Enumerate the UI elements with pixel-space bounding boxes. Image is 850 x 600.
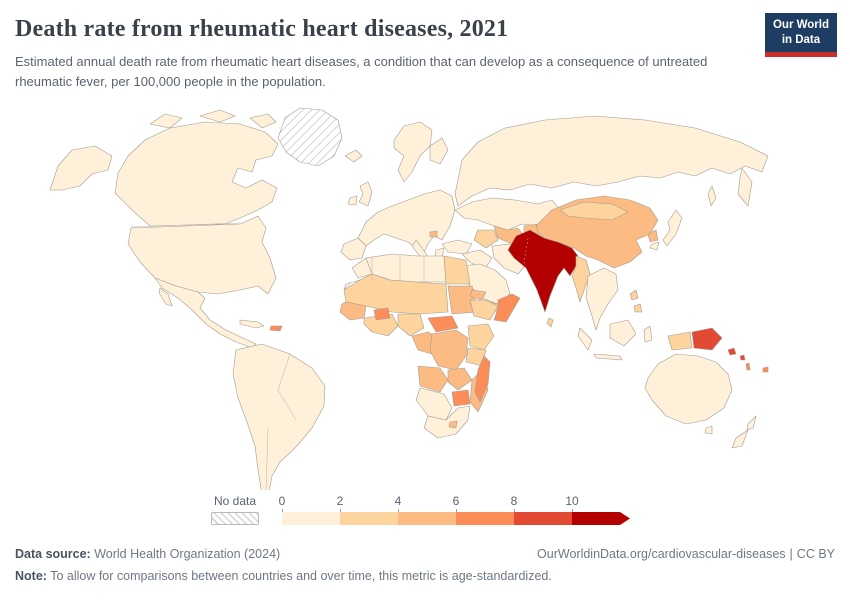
no-data-label: No data — [213, 494, 257, 508]
region-kamchatka[interactable] — [707, 167, 753, 207]
legend-gradient-bar — [282, 512, 630, 525]
region-north-korea[interactable] — [647, 229, 659, 243]
region-egypt[interactable] — [443, 255, 471, 285]
legend-color-scale: 0 2 4 6 8 10 — [278, 494, 642, 528]
footer-note-line: Note: To allow for comparisons between c… — [15, 569, 552, 583]
data-source-text: World Health Organization (2024) — [90, 547, 281, 561]
region-alaska[interactable] — [49, 145, 113, 191]
footer-separator: | — [789, 547, 793, 561]
logo-line2: in Data — [781, 33, 821, 46]
owid-logo[interactable]: Our World in Data — [765, 13, 837, 57]
region-mongolia[interactable] — [559, 201, 629, 221]
logo-line1: Our World — [772, 19, 829, 32]
region-ireland[interactable] — [347, 195, 358, 206]
legend-swatch-10-plus[interactable] — [572, 512, 630, 525]
region-namibia-botswana[interactable] — [415, 387, 453, 421]
region-somalia[interactable] — [493, 293, 521, 323]
footer-source-line: Data source: World Health Organization (… — [15, 547, 835, 561]
region-uganda-kenya[interactable] — [467, 323, 495, 351]
legend-swatch-6-8[interactable] — [456, 512, 514, 525]
region-sri-lanka[interactable] — [546, 317, 554, 328]
region-turkmenistan[interactable] — [473, 229, 499, 249]
region-nigeria[interactable] — [397, 313, 425, 337]
region-haiti[interactable] — [269, 325, 283, 332]
region-uk[interactable] — [358, 181, 373, 207]
world-map-svg — [49, 107, 769, 490]
region-europe-mainland[interactable] — [357, 189, 456, 257]
region-vanuatu[interactable] — [745, 362, 751, 371]
region-sulawesi[interactable] — [643, 325, 653, 343]
region-balkans-spot[interactable] — [429, 230, 438, 238]
region-usa[interactable] — [127, 215, 277, 295]
world-choropleth-map[interactable] — [0, 98, 850, 490]
region-angola[interactable] — [417, 365, 449, 393]
note-text: To allow for comparisons between countri… — [46, 569, 552, 583]
chart-subtitle: Estimated annual death rate from rheumat… — [15, 54, 708, 89]
region-japan[interactable] — [662, 209, 683, 247]
region-ivory-ghana[interactable] — [363, 313, 399, 337]
region-south-africa[interactable] — [423, 405, 471, 439]
cc-by-link[interactable]: CC BY — [796, 547, 835, 561]
region-zimbabwe[interactable] — [451, 389, 471, 407]
region-lesotho[interactable] — [448, 420, 458, 429]
region-south-america[interactable] — [232, 343, 326, 490]
region-java[interactable] — [593, 353, 623, 361]
region-greenland[interactable] — [277, 107, 343, 167]
region-mexico[interactable] — [154, 277, 257, 349]
internal-borders — [130, 222, 529, 490]
legend-swatch-8-10[interactable] — [514, 512, 572, 525]
region-madagascar[interactable] — [474, 355, 491, 403]
region-scandinavia[interactable] — [393, 121, 433, 183]
region-levant-iraq[interactable] — [461, 249, 493, 271]
region-australia[interactable] — [644, 353, 733, 425]
legend-swatch-4-6[interactable] — [398, 512, 456, 525]
page-title: Death rate from rheumatic heart diseases… — [15, 16, 509, 42]
data-source-label: Data source: — [15, 547, 91, 561]
legend-tick-5: 10 — [565, 494, 579, 508]
region-iceland[interactable] — [344, 149, 363, 163]
region-fiji[interactable] — [762, 366, 769, 373]
data-source: Data source: World Health Organization (… — [15, 547, 280, 561]
region-zambia[interactable] — [447, 367, 473, 391]
region-turkey[interactable] — [441, 239, 473, 255]
region-cuba[interactable] — [239, 319, 265, 329]
region-west-papua[interactable] — [667, 331, 693, 351]
region-drc[interactable] — [429, 329, 469, 371]
legend-tick-4: 8 — [510, 494, 518, 508]
region-myanmar[interactable] — [571, 255, 591, 303]
legend-tick-2: 4 — [394, 494, 402, 508]
region-canada[interactable] — [114, 121, 279, 227]
region-finland[interactable] — [429, 137, 449, 165]
region-papua-new-guinea[interactable] — [691, 327, 723, 351]
region-indochina[interactable] — [585, 267, 619, 331]
legend-tick-3: 6 — [452, 494, 460, 508]
note-label: Note: — [15, 569, 47, 583]
region-iberia[interactable] — [340, 237, 367, 261]
legend-tick-0: 0 — [278, 494, 286, 508]
region-south-korea[interactable] — [649, 241, 660, 251]
region-solomon-islands[interactable] — [727, 347, 746, 361]
footer-links: OurWorldinData.org/cardiovascular-diseas… — [537, 547, 835, 561]
no-data-swatch — [211, 512, 259, 525]
legend-swatch-2-4[interactable] — [340, 512, 398, 525]
map-legend: No data 0 2 4 6 8 10 — [0, 494, 850, 534]
region-tasmania[interactable] — [704, 425, 713, 435]
region-sumatra[interactable] — [577, 327, 593, 351]
legend-tick-1: 2 — [336, 494, 344, 508]
region-ethiopia[interactable] — [469, 299, 499, 321]
region-central-african-republic[interactable] — [427, 315, 459, 333]
region-new-zealand[interactable] — [731, 415, 757, 449]
owid-logo-text: Our World in Data — [773, 18, 829, 47]
region-south-asia[interactable] — [507, 229, 579, 313]
region-burkina-faso[interactable] — [373, 307, 391, 321]
region-arctic-islands[interactable] — [149, 109, 277, 129]
legend-no-data[interactable]: No data — [205, 494, 265, 525]
region-philippines[interactable] — [629, 289, 643, 313]
region-borneo[interactable] — [609, 319, 637, 347]
legend-swatch-0-2[interactable] — [282, 512, 340, 525]
owid-url-link[interactable]: OurWorldinData.org/cardiovascular-diseas… — [537, 547, 786, 561]
region-russia[interactable] — [454, 115, 769, 207]
